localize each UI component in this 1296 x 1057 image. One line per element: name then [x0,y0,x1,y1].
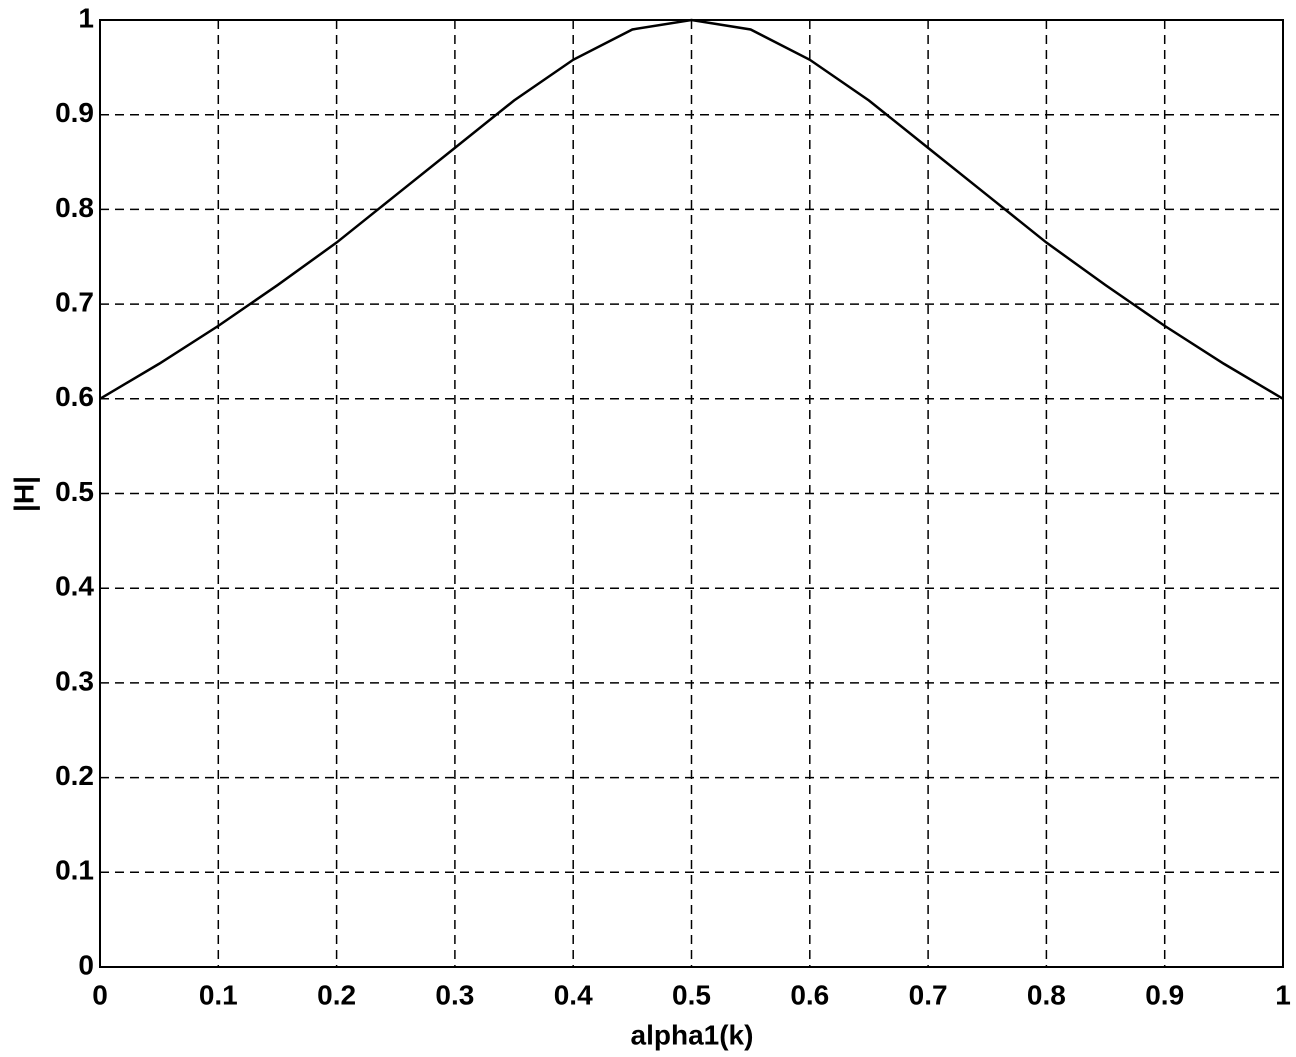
y-tick-label: 0.8 [55,192,94,223]
y-tick-label: 1 [78,2,94,33]
x-tick-label: 0.6 [790,979,829,1010]
y-tick-label: 0.5 [55,476,94,507]
x-tick-label: 0.3 [435,979,474,1010]
x-tick-label: 0.2 [317,979,356,1010]
x-tick-label: 0.7 [909,979,948,1010]
data-line [99,18,1284,400]
x-tick-label: 0.4 [554,979,593,1010]
y-tick-label: 0 [78,949,94,980]
y-axis-label: |H| [8,476,39,512]
y-tick-label: 0.6 [55,381,94,412]
x-axis-label: alpha1(k) [631,1019,754,1050]
x-tick-label: 1 [1275,979,1291,1010]
y-tick-label: 0.1 [55,855,94,886]
x-tick-label: 0.8 [1027,979,1066,1010]
y-tick-label: 0.4 [55,571,94,602]
x-tick-label: 0 [92,979,108,1010]
y-tick-label: 0.9 [55,97,94,128]
x-tick-label: 0.5 [672,979,711,1010]
y-tick-label: 0.2 [55,760,94,791]
y-tick-label: 0.7 [55,286,94,317]
y-tick-label: 0.3 [55,665,94,696]
x-tick-label: 0.1 [199,979,238,1010]
x-tick-label: 0.9 [1145,979,1184,1010]
